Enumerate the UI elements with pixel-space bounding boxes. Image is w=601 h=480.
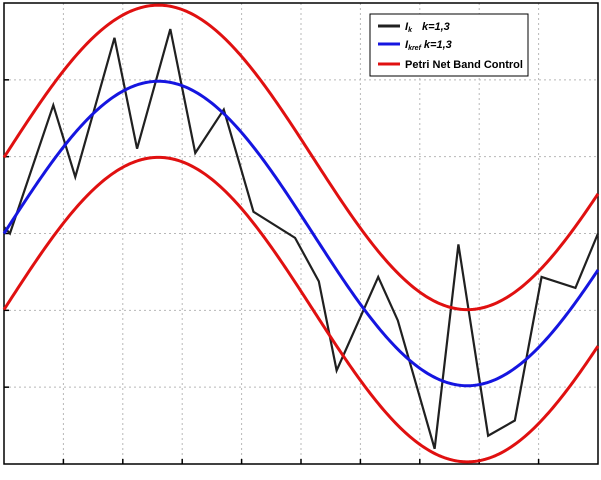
legend-label-ikref: Ikref k=1,3 [405, 39, 452, 52]
series-line-ikref [2, 79, 600, 388]
chart-legend: Ik k=1,3 Ikref k=1,3 Petri Net Band Contro… [369, 13, 529, 77]
legend-label-ik: Ik k=1,3 [405, 21, 450, 34]
series-line-ik [3, 28, 600, 450]
chart-series [2, 3, 600, 464]
legend-label-petri-band: Petri Net Band Control [405, 59, 523, 71]
series-line-band-lower [2, 155, 600, 464]
chart-grid [4, 3, 598, 464]
series-line-band-upper [2, 3, 600, 312]
